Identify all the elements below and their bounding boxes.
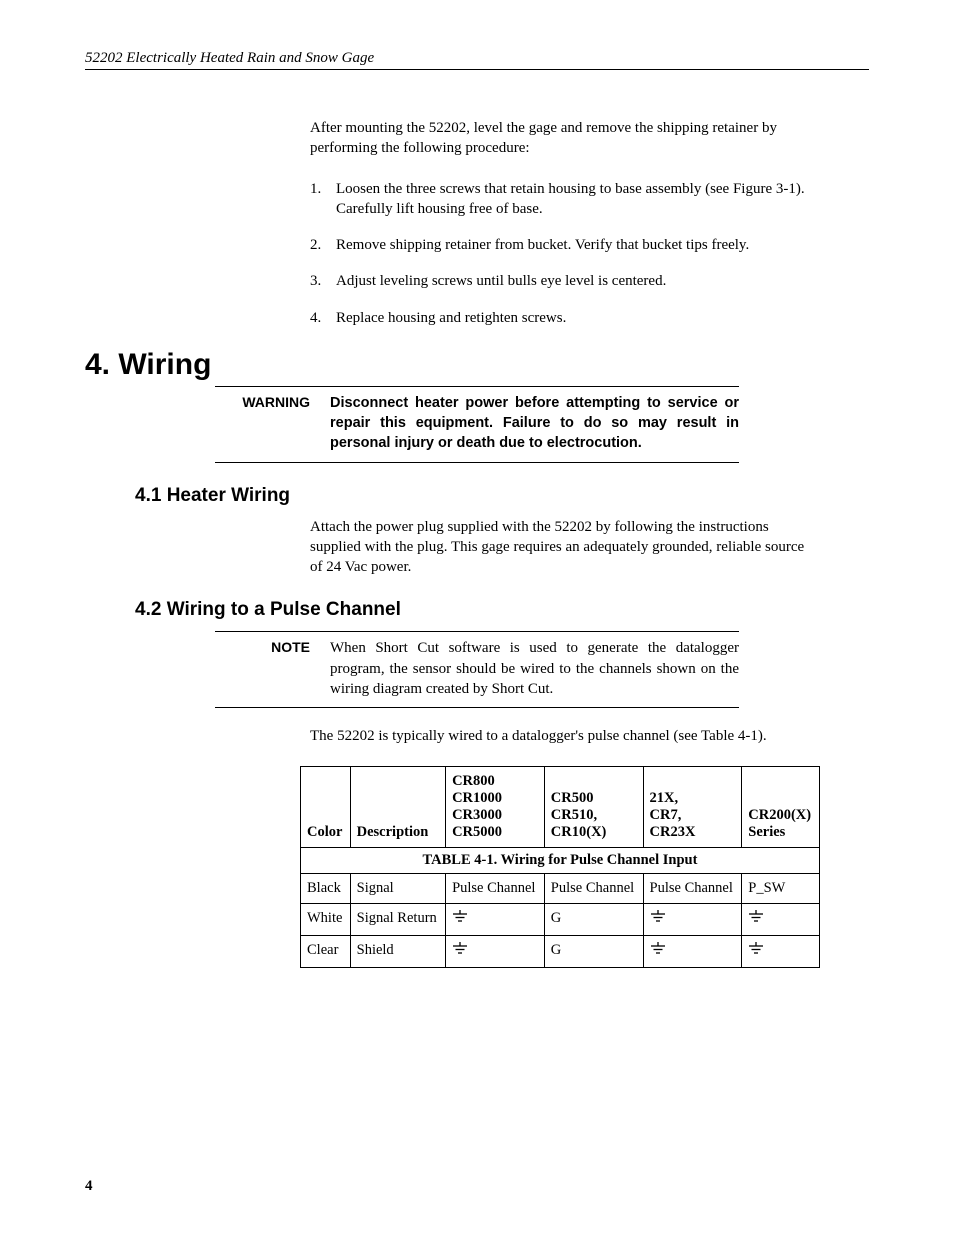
page-number: 4 xyxy=(85,1178,93,1195)
wiring-table: TABLE 4-1. Wiring for Pulse Channel Inpu… xyxy=(300,766,820,968)
step-text: Loosen the three screws that retain hous… xyxy=(336,179,819,220)
table-cell xyxy=(643,936,742,968)
warning-callout: WARNING Disconnect heater power before a… xyxy=(215,386,739,463)
note-label: NOTE xyxy=(215,638,330,699)
ground-icon xyxy=(650,910,666,929)
ground-icon xyxy=(748,910,764,929)
table-cell: Pulse Channel xyxy=(446,874,545,904)
body-block: After mounting the 52202, level the gage… xyxy=(310,118,819,328)
table-cell: G xyxy=(544,904,643,936)
table-row: WhiteSignal Return G xyxy=(301,904,820,936)
subsection-heading-4-2: 4.2 Wiring to a Pulse Channel xyxy=(135,599,869,621)
warning-text: Disconnect heater power before attemptin… xyxy=(330,393,739,454)
col-header: CR500CR510,CR10(X) xyxy=(544,767,643,848)
list-item: 1.Loosen the three screws that retain ho… xyxy=(310,179,819,220)
ground-icon xyxy=(452,910,468,929)
col-header: Description xyxy=(350,767,445,848)
table-cell: Shield xyxy=(350,936,445,968)
note-callout: NOTE When Short Cut software is used to … xyxy=(215,631,739,708)
note-text: When Short Cut software is used to gener… xyxy=(330,638,739,699)
col-header: 21X,CR7,CR23X xyxy=(643,767,742,848)
table-cell xyxy=(446,904,545,936)
ground-icon xyxy=(650,942,666,961)
page: 52202 Electrically Heated Rain and Snow … xyxy=(0,0,954,1235)
intro-paragraph: After mounting the 52202, level the gage… xyxy=(310,118,819,159)
list-item: 4.Replace housing and retighten screws. xyxy=(310,308,819,328)
body-block: The 52202 is typically wired to a datalo… xyxy=(310,726,819,746)
table-cell: P_SW xyxy=(742,874,820,904)
step-text: Replace housing and retighten screws. xyxy=(336,308,566,328)
table-cell: Pulse Channel xyxy=(544,874,643,904)
table-header-row: Color Description CR800CR1000CR3000CR500… xyxy=(301,767,820,848)
table-cell: Black xyxy=(301,874,351,904)
table-row: BlackSignalPulse ChannelPulse ChannelPul… xyxy=(301,874,820,904)
table-cell: G xyxy=(544,936,643,968)
running-header: 52202 Electrically Heated Rain and Snow … xyxy=(85,50,869,70)
warning-label: WARNING xyxy=(215,393,330,454)
table-row: ClearShield G xyxy=(301,936,820,968)
section-heading-4: 4. Wiring xyxy=(85,348,869,382)
list-item: 3.Adjust leveling screws until bulls eye… xyxy=(310,271,819,291)
col-header: CR200(X)Series xyxy=(742,767,820,848)
table-cell xyxy=(446,936,545,968)
table-cell xyxy=(742,936,820,968)
col-header: CR800CR1000CR3000CR5000 xyxy=(446,767,545,848)
table-cell: White xyxy=(301,904,351,936)
body-block: Attach the power plug supplied with the … xyxy=(310,517,819,578)
step-text: Adjust leveling screws until bulls eye l… xyxy=(336,271,666,291)
paragraph: The 52202 is typically wired to a datalo… xyxy=(310,726,819,746)
table-cell: Pulse Channel xyxy=(643,874,742,904)
paragraph: Attach the power plug supplied with the … xyxy=(310,517,819,578)
col-header: Color xyxy=(301,767,351,848)
ground-icon xyxy=(452,942,468,961)
ground-icon xyxy=(748,942,764,961)
table-cell: Clear xyxy=(301,936,351,968)
table-caption: TABLE 4-1. Wiring for Pulse Channel Inpu… xyxy=(301,848,820,874)
step-text: Remove shipping retainer from bucket. Ve… xyxy=(336,235,749,255)
table-cell xyxy=(742,904,820,936)
table-cell: Signal Return xyxy=(350,904,445,936)
procedure-list: 1.Loosen the three screws that retain ho… xyxy=(310,179,819,328)
table-cell: Signal xyxy=(350,874,445,904)
subsection-heading-4-1: 4.1 Heater Wiring xyxy=(135,485,869,507)
table-cell xyxy=(643,904,742,936)
list-item: 2.Remove shipping retainer from bucket. … xyxy=(310,235,819,255)
